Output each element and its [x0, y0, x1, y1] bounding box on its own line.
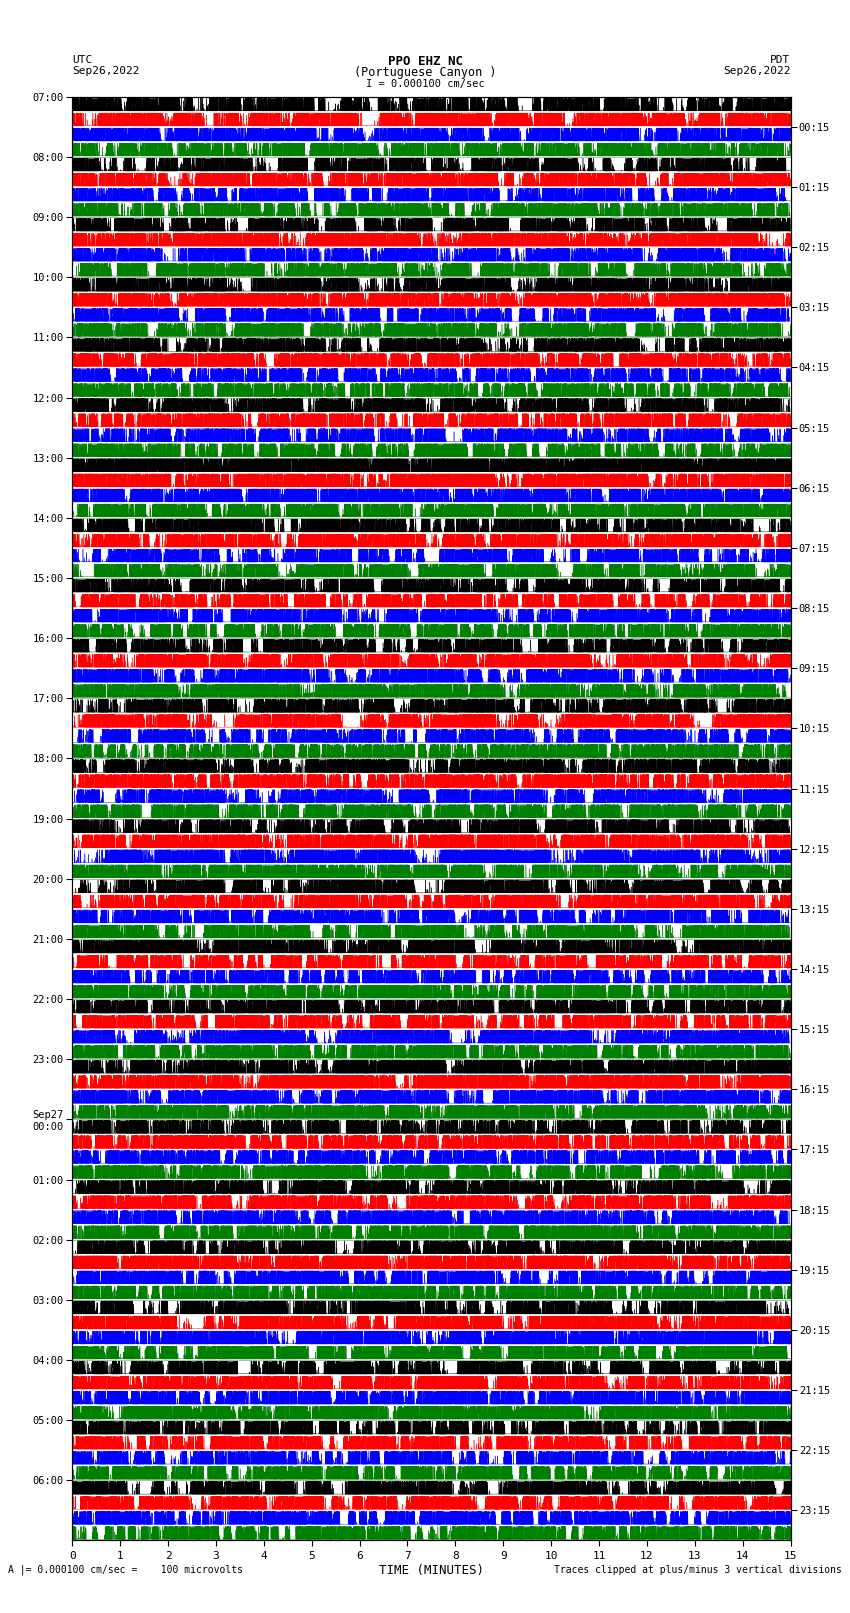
Text: Sep26,2022: Sep26,2022 — [72, 66, 139, 76]
Text: (Portuguese Canyon ): (Portuguese Canyon ) — [354, 66, 496, 79]
X-axis label: TIME (MINUTES): TIME (MINUTES) — [379, 1563, 484, 1576]
Text: I = 0.000100 cm/sec: I = 0.000100 cm/sec — [366, 79, 484, 89]
Text: UTC: UTC — [72, 55, 93, 65]
Text: PDT: PDT — [770, 55, 790, 65]
Text: A |= 0.000100 cm/sec =    100 microvolts: A |= 0.000100 cm/sec = 100 microvolts — [8, 1565, 243, 1576]
Text: Traces clipped at plus/minus 3 vertical divisions: Traces clipped at plus/minus 3 vertical … — [553, 1565, 842, 1574]
Text: Sep26,2022: Sep26,2022 — [723, 66, 791, 76]
Text: PPO EHZ NC: PPO EHZ NC — [388, 55, 462, 68]
